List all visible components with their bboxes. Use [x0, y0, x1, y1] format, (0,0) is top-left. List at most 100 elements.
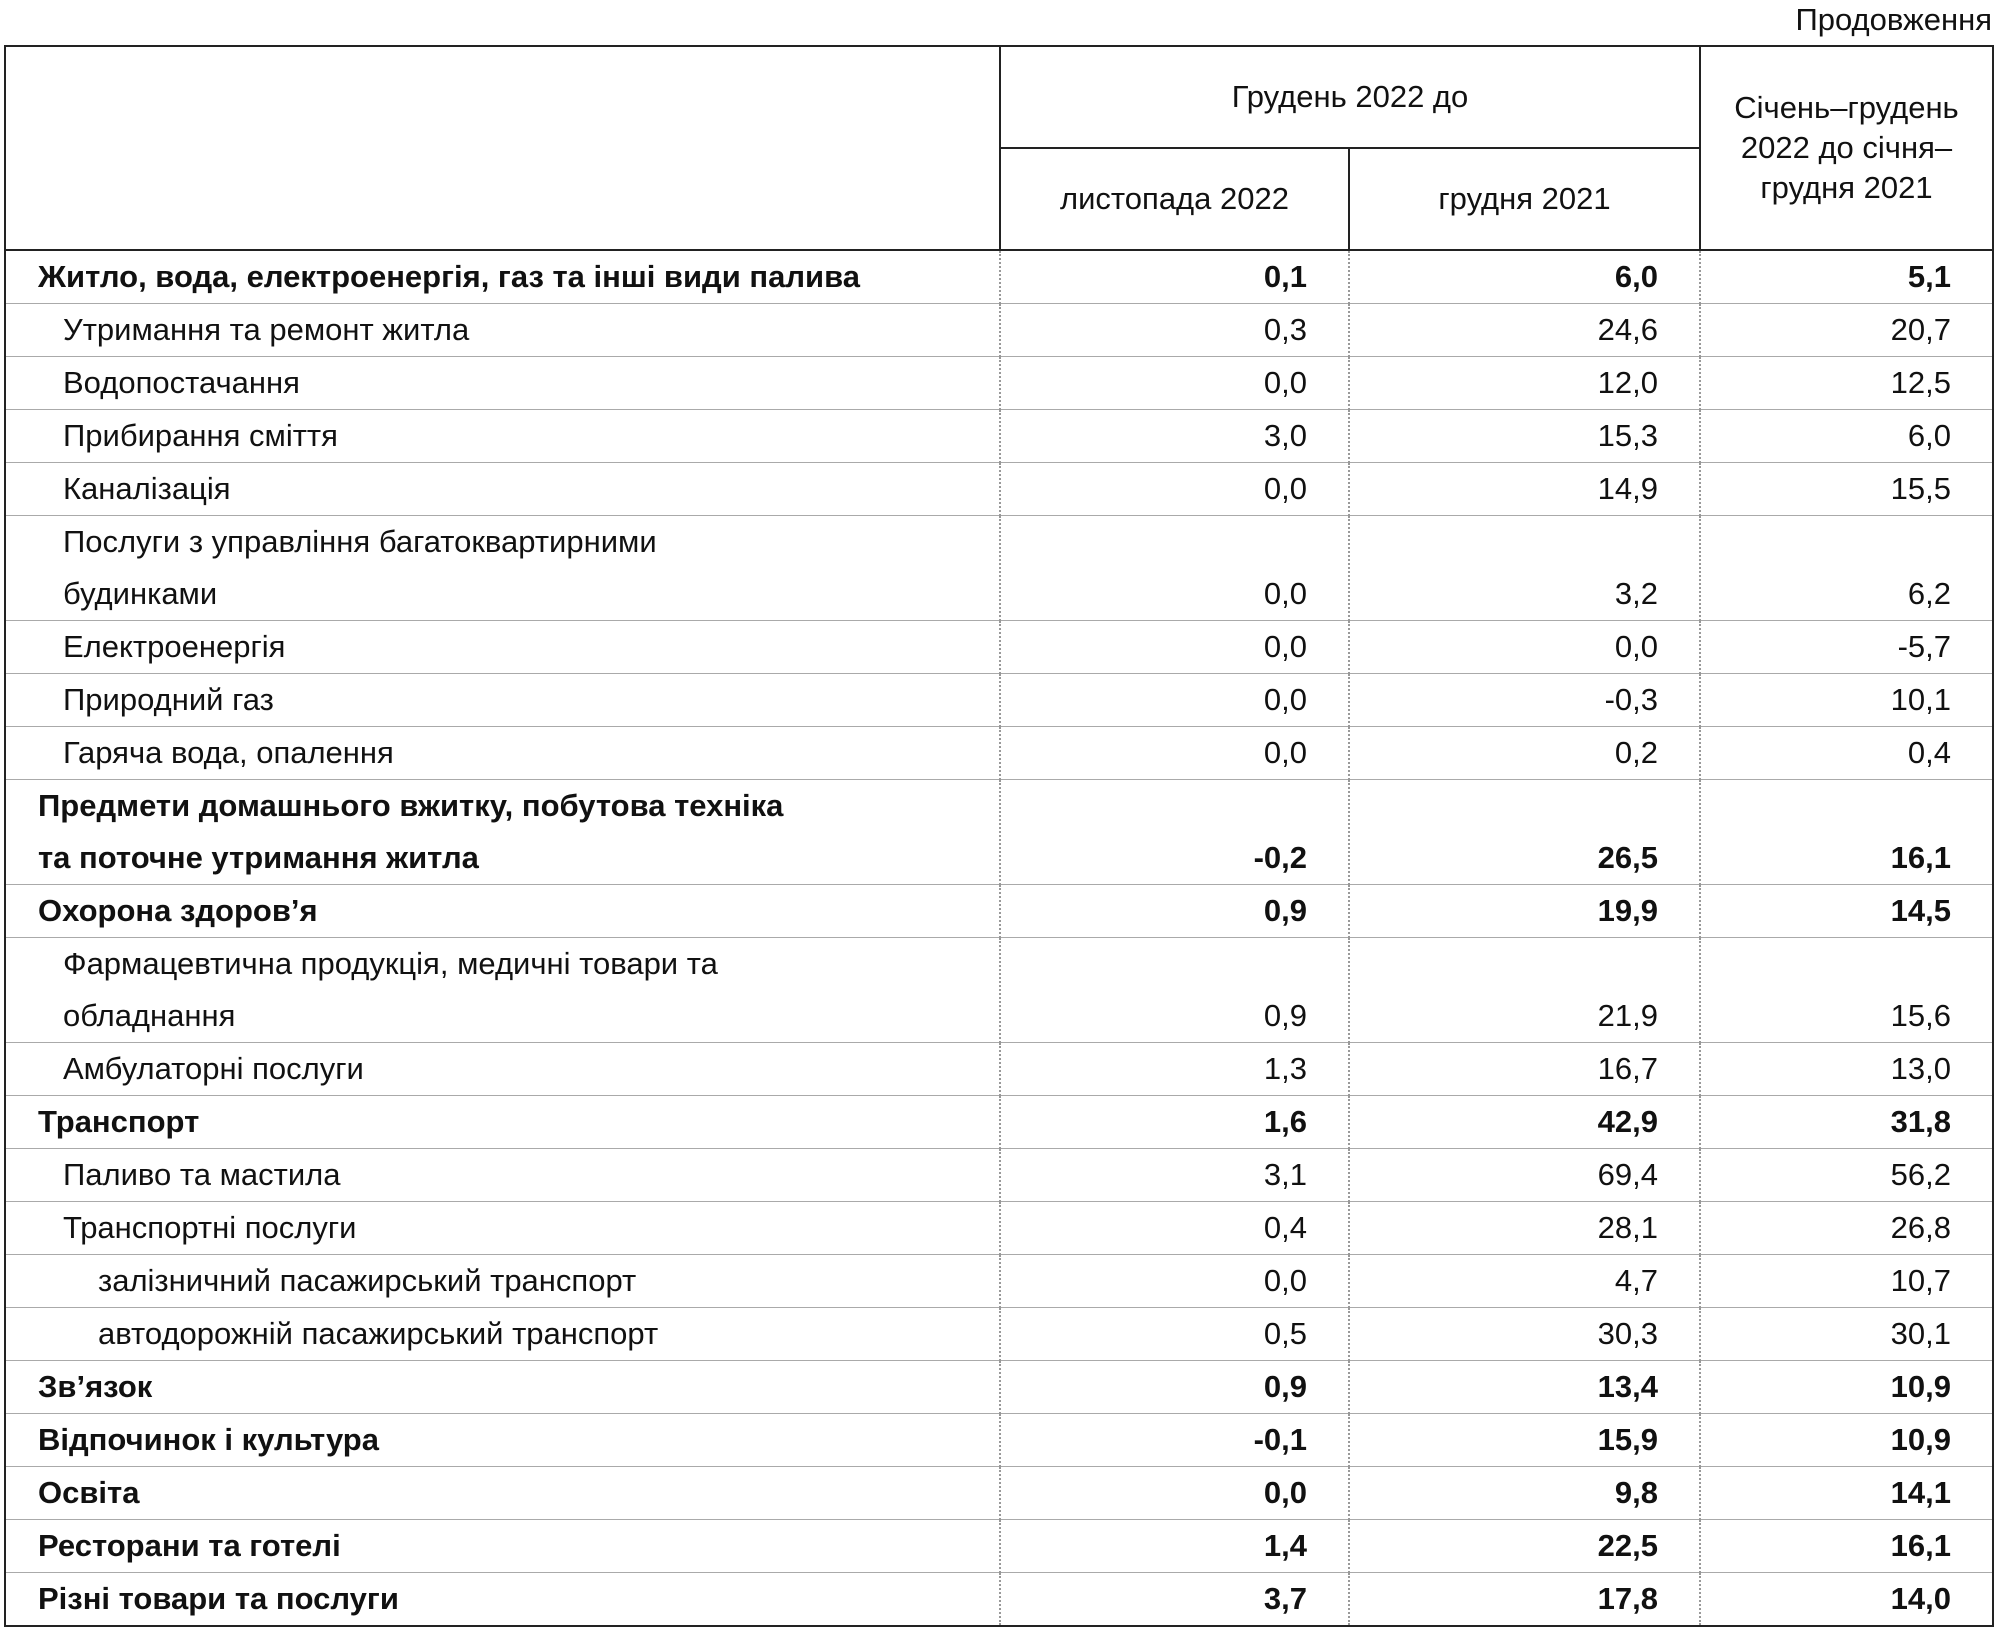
table-row: Відпочинок і культура -0,1 15,9 10,9 — [4, 1413, 1994, 1467]
value-annual: -5,7 — [1699, 620, 1994, 674]
value-prev-month: 0,5 — [999, 1307, 1350, 1361]
value-prev-month: 3,0 — [999, 409, 1350, 463]
value-annual: 6,0 — [1699, 409, 1994, 463]
cpi-table: Грудень 2022 до Січень–грудень 2022 до с… — [4, 45, 1994, 1627]
value-prev-month: 0,0 — [999, 726, 1350, 780]
value-prev-year: -0,3 — [1348, 673, 1701, 727]
value-prev-year: 21,9 — [1348, 937, 1701, 1043]
table-row: Транспортні послуги 0,4 28,1 26,8 — [4, 1201, 1994, 1255]
table-row: Зв’язок 0,9 13,4 10,9 — [4, 1360, 1994, 1414]
row-label: Водопостачання — [4, 356, 1001, 410]
value-prev-year: 24,6 — [1348, 303, 1701, 357]
row-label: Транспортні послуги — [4, 1201, 1001, 1255]
row-label: Зв’язок — [4, 1360, 1001, 1414]
value-prev-month: 3,7 — [999, 1572, 1350, 1627]
value-annual: 15,6 — [1699, 937, 1994, 1043]
value-prev-month: 0,9 — [999, 937, 1350, 1043]
header-prev-year: грудня 2021 — [1348, 147, 1701, 251]
table-row: Охорона здоров’я 0,9 19,9 14,5 — [4, 884, 1994, 938]
row-label: Природний газ — [4, 673, 1001, 727]
value-annual: 6,2 — [1699, 515, 1994, 621]
row-label: Житло, вода, електроенергія, газ та інші… — [4, 250, 1001, 304]
table-row: Житло, вода, електроенергія, газ та інші… — [4, 250, 1994, 304]
value-prev-year: 15,3 — [1348, 409, 1701, 463]
table-row: Водопостачання 0,0 12,0 12,5 — [4, 356, 1994, 410]
row-label: Відпочинок і культура — [4, 1413, 1001, 1467]
value-prev-month: 0,4 — [999, 1201, 1350, 1255]
table-row: залізничний пасажирський транспорт 0,0 4,7… — [4, 1254, 1994, 1308]
table-row: Електроенергія 0,0 0,0 -5,7 — [4, 620, 1994, 674]
row-label: Охорона здоров’я — [4, 884, 1001, 938]
value-annual: 13,0 — [1699, 1042, 1994, 1096]
table-row: Каналізація 0,0 14,9 15,5 — [4, 462, 1994, 516]
value-annual: 0,4 — [1699, 726, 1994, 780]
value-prev-year: 12,0 — [1348, 356, 1701, 410]
value-annual: 5,1 — [1699, 250, 1994, 304]
table-row: Освіта 0,0 9,8 14,1 — [4, 1466, 1994, 1520]
table-row: Фармацевтична продукція, медичні товари … — [4, 937, 1994, 1043]
table-row: Предмети домашнього вжитку, побутова тех… — [4, 779, 1994, 885]
value-annual: 20,7 — [1699, 303, 1994, 357]
value-prev-month: 0,0 — [999, 673, 1350, 727]
value-prev-year: 22,5 — [1348, 1519, 1701, 1573]
value-prev-year: 17,8 — [1348, 1572, 1701, 1627]
header-annual: Січень–грудень 2022 до січня–грудня 2021 — [1699, 45, 1994, 251]
value-prev-month: 0,3 — [999, 303, 1350, 357]
value-prev-month: 0,0 — [999, 515, 1350, 621]
value-annual: 56,2 — [1699, 1148, 1994, 1202]
value-annual: 10,1 — [1699, 673, 1994, 727]
table-row: Утримання та ремонт житла 0,3 24,6 20,7 — [4, 303, 1994, 357]
value-annual: 16,1 — [1699, 779, 1994, 885]
value-annual: 10,9 — [1699, 1360, 1994, 1414]
header-empty — [4, 45, 1001, 251]
value-prev-year: 6,0 — [1348, 250, 1701, 304]
table-row: Гаряча вода, опалення 0,0 0,2 0,4 — [4, 726, 1994, 780]
row-label: Амбулаторні послуги — [4, 1042, 1001, 1096]
value-prev-month: 1,3 — [999, 1042, 1350, 1096]
row-label: Послуги з управління багатоквартирними б… — [4, 515, 1001, 621]
value-annual: 15,5 — [1699, 462, 1994, 516]
row-label: автодорожній пасажирський транспорт — [4, 1307, 1001, 1361]
value-prev-year: 69,4 — [1348, 1148, 1701, 1202]
table-row: Різні товари та послуги 3,7 17,8 14,0 — [4, 1572, 1994, 1627]
row-label: Предмети домашнього вжитку, побутова тех… — [4, 779, 1001, 885]
row-label: залізничний пасажирський транспорт — [4, 1254, 1001, 1308]
table-row: Послуги з управління багатоквартирними б… — [4, 515, 1994, 621]
table-row: Амбулаторні послуги 1,3 16,7 13,0 — [4, 1042, 1994, 1096]
row-label: Каналізація — [4, 462, 1001, 516]
value-prev-month: 1,6 — [999, 1095, 1350, 1149]
row-label: Прибирання сміття — [4, 409, 1001, 463]
table-row: Паливо та мастила 3,1 69,4 56,2 — [4, 1148, 1994, 1202]
row-label: Ресторани та готелі — [4, 1519, 1001, 1573]
value-prev-year: 19,9 — [1348, 884, 1701, 938]
value-prev-year: 9,8 — [1348, 1466, 1701, 1520]
row-label: Освіта — [4, 1466, 1001, 1520]
row-label: Електроенергія — [4, 620, 1001, 674]
value-annual: 10,9 — [1699, 1413, 1994, 1467]
value-annual: 12,5 — [1699, 356, 1994, 410]
continuation-label: Продовження — [1795, 2, 1992, 37]
value-annual: 26,8 — [1699, 1201, 1994, 1255]
table-row: автодорожній пасажирський транспорт 0,5 30… — [4, 1307, 1994, 1361]
value-prev-year: 13,4 — [1348, 1360, 1701, 1414]
row-label: Утримання та ремонт житла — [4, 303, 1001, 357]
value-annual: 30,1 — [1699, 1307, 1994, 1361]
header-prev-month: листопада 2022 — [999, 147, 1350, 251]
value-prev-year: 0,2 — [1348, 726, 1701, 780]
value-prev-month: 0,0 — [999, 620, 1350, 674]
value-prev-year: 30,3 — [1348, 1307, 1701, 1361]
table-row: Транспорт 1,6 42,9 31,8 — [4, 1095, 1994, 1149]
value-prev-year: 15,9 — [1348, 1413, 1701, 1467]
value-prev-year: 0,0 — [1348, 620, 1701, 674]
table-row: Природний газ 0,0 -0,3 10,1 — [4, 673, 1994, 727]
row-label: Транспорт — [4, 1095, 1001, 1149]
value-prev-year: 42,9 — [1348, 1095, 1701, 1149]
value-prev-year: 3,2 — [1348, 515, 1701, 621]
value-prev-month: 0,0 — [999, 356, 1350, 410]
value-annual: 14,5 — [1699, 884, 1994, 938]
value-prev-year: 4,7 — [1348, 1254, 1701, 1308]
value-prev-month: 0,9 — [999, 1360, 1350, 1414]
row-label: Різні товари та послуги — [4, 1572, 1001, 1627]
value-prev-month: -0,2 — [999, 779, 1350, 885]
value-prev-month: 1,4 — [999, 1519, 1350, 1573]
